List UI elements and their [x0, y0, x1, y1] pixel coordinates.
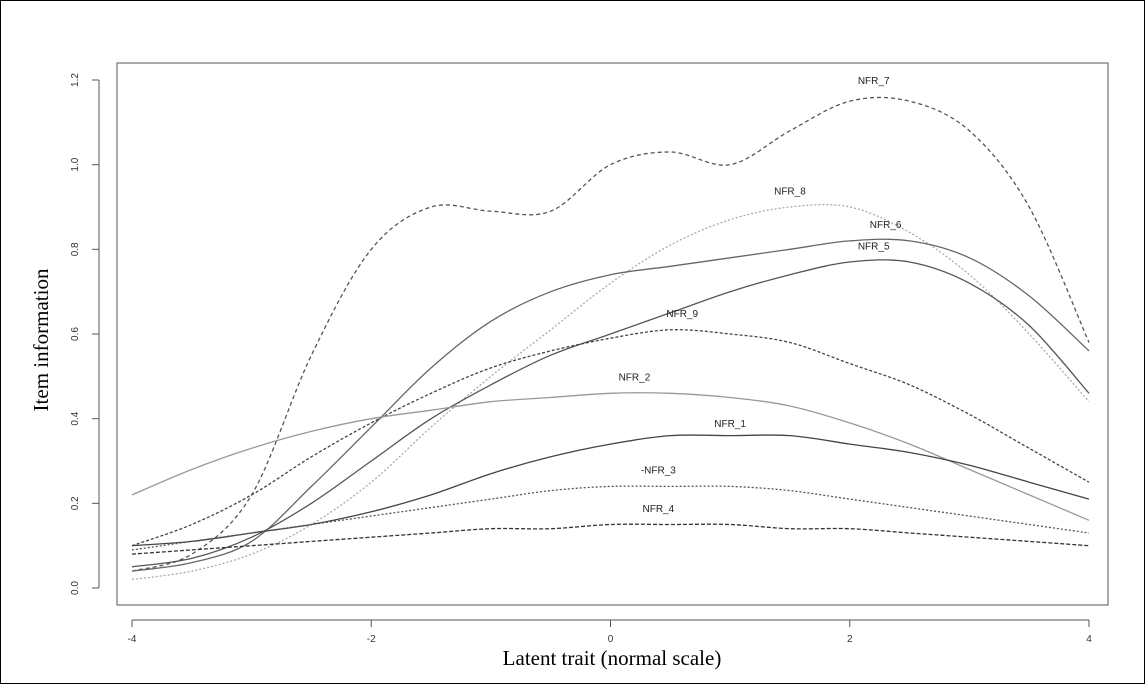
series-line-nfr-5 [131, 259, 1090, 568]
y-tick-label: 0.4 [70, 411, 81, 425]
series-line-nfr-1 [131, 434, 1090, 547]
series-label-nfr-9: NFR_9 [666, 309, 698, 320]
x-tick-label: 4 [1086, 634, 1092, 645]
y-tick-label: 0.0 [70, 581, 81, 595]
plot-area-border [116, 62, 1109, 606]
series-label-nfr-7: NFR_7 [858, 76, 890, 87]
series-line-nfr-6 [131, 238, 1090, 572]
series-label-nfr-8: NFR_8 [774, 186, 806, 197]
series-label-nfr-2: NFR_2 [619, 373, 651, 384]
y-tick-label: 1.2 [70, 73, 81, 87]
y-tick-label: 0.2 [70, 496, 81, 510]
series-lines [131, 96, 1090, 581]
y-tick-label: 1.0 [70, 157, 81, 171]
series-label-nfr-6: NFR_6 [870, 220, 902, 231]
x-axis-title: Latent trait (normal scale) [503, 646, 722, 670]
series-line-nfr-2 [131, 392, 1090, 521]
series-line-nfr-9 [131, 329, 1090, 547]
x-tick-label: -2 [367, 634, 376, 645]
series-line-nfr-7 [131, 96, 1090, 572]
series-label-nfr-4: NFR_4 [643, 504, 675, 515]
y-axis-title: Item information [29, 268, 53, 411]
x-tick-label: 2 [847, 634, 853, 645]
series-label-nfr-5: NFR_5 [858, 241, 890, 252]
x-tick-label: -4 [128, 634, 137, 645]
x-tick-label: 0 [608, 634, 614, 645]
series-label-nfr-3: -NFR_3 [641, 466, 676, 477]
x-axis: -4 -2 0 2 4 [128, 619, 1092, 645]
y-axis: 0.0 0.2 0.4 0.6 0.8 1.0 1.2 [70, 73, 100, 595]
series-line-nfr-4 [131, 523, 1090, 555]
y-tick-label: 0.6 [70, 327, 81, 341]
series-line-nfr-3 [131, 485, 1090, 551]
series-label-nfr-1: NFR_1 [714, 419, 746, 430]
series-line-nfr-8 [131, 203, 1090, 581]
series-labels: NFR_7 NFR_8 NFR_6 NFR_5 NFR_9 NFR_2 NFR_1 -NFR_… [619, 76, 902, 515]
y-tick-label: 0.8 [70, 242, 81, 256]
